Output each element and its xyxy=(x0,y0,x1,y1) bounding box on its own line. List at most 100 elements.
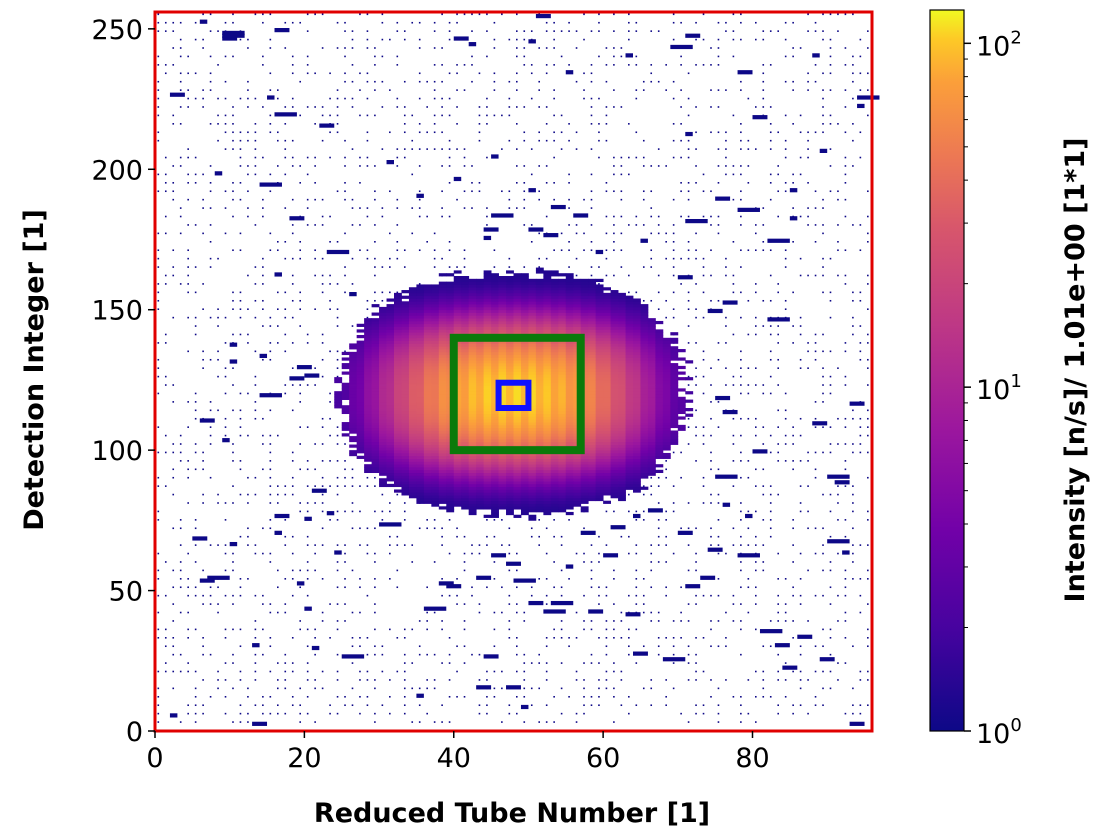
noise-pixel xyxy=(172,586,175,589)
noise-pixel xyxy=(426,106,428,108)
noise-pixel xyxy=(291,578,294,580)
heatmap-cell xyxy=(431,444,440,448)
noise-pixel xyxy=(523,679,526,681)
heatmap-cell xyxy=(498,349,507,353)
noise-pixel xyxy=(755,586,757,589)
noise-pixel xyxy=(359,527,361,530)
heatmap-cell xyxy=(371,424,380,429)
noise-pixel xyxy=(747,299,750,302)
noise-pixel xyxy=(291,409,294,412)
noise-pixel xyxy=(852,123,854,125)
noise-pixel xyxy=(650,215,653,218)
noise-pixel xyxy=(187,173,189,176)
noise-pixel xyxy=(508,594,511,597)
noise-pixel xyxy=(359,670,361,673)
heatmap-cell xyxy=(438,410,447,415)
noise-pixel xyxy=(269,325,272,327)
noise-pixel xyxy=(747,367,750,369)
noise-pixel xyxy=(157,552,160,555)
noise-pixel xyxy=(448,182,451,184)
heatmap-cell xyxy=(483,436,492,440)
noise-pixel xyxy=(538,257,541,260)
heatmap-cell xyxy=(386,405,395,409)
heatmap-cell xyxy=(476,427,485,431)
noise-pixel xyxy=(426,628,428,631)
noise-pixel xyxy=(717,519,720,521)
noise-pixel xyxy=(516,55,518,58)
noise-pixel xyxy=(613,190,615,193)
heatmap-cell xyxy=(446,290,455,294)
noise-pixel xyxy=(799,645,802,648)
noise-pixel xyxy=(762,485,765,487)
heatmap-cell xyxy=(438,506,447,510)
heatmap-cell xyxy=(356,329,365,333)
noise-pixel xyxy=(732,38,735,41)
noise-pixel xyxy=(799,704,802,707)
heatmap-cell xyxy=(379,343,387,347)
noise-pixel xyxy=(217,308,219,311)
heatmap-cell xyxy=(431,377,440,381)
heatmap-cell xyxy=(468,320,477,325)
noise-pixel xyxy=(433,64,436,66)
noise-pixel xyxy=(441,165,443,167)
heatmap-cell xyxy=(341,408,350,412)
noise-pixel xyxy=(381,519,384,521)
heatmap-cell xyxy=(550,332,559,336)
noise-dash xyxy=(349,292,357,297)
heatmap-cell xyxy=(543,295,552,299)
noise-pixel xyxy=(837,493,839,496)
heatmap-cell xyxy=(498,388,507,392)
noise-pixel xyxy=(478,13,481,16)
noise-pixel xyxy=(187,257,189,260)
heatmap-cell xyxy=(498,281,507,285)
heatmap-cell xyxy=(520,455,529,459)
noise-pixel xyxy=(777,367,780,369)
heatmap-cell xyxy=(453,458,462,462)
heatmap-cell xyxy=(476,368,485,372)
noise-pixel xyxy=(277,165,279,167)
noise-pixel xyxy=(695,653,697,656)
heatmap-cell xyxy=(423,455,432,459)
noise-pixel xyxy=(359,544,361,546)
noise-pixel xyxy=(291,552,294,555)
heatmap-cell xyxy=(550,506,559,510)
heatmap-cell xyxy=(528,416,537,420)
noise-pixel xyxy=(762,468,765,471)
noise-pixel xyxy=(366,552,369,555)
noise-pixel xyxy=(598,266,600,268)
noise-pixel xyxy=(471,586,473,589)
heatmap-cell xyxy=(513,278,522,283)
noise-pixel xyxy=(635,603,638,605)
noise-dash xyxy=(857,95,880,100)
heatmap-cell xyxy=(498,464,507,468)
noise-pixel xyxy=(769,173,772,176)
heatmap-cell xyxy=(491,304,499,308)
heatmap-cell xyxy=(491,399,499,403)
noise-pixel xyxy=(351,106,354,108)
heatmap-cell xyxy=(394,441,402,445)
heatmap-cell xyxy=(431,483,440,488)
heatmap-cell xyxy=(506,475,514,479)
noise-pixel xyxy=(403,148,406,150)
noise-pixel xyxy=(807,13,809,16)
heatmap-cell xyxy=(394,320,402,325)
heatmap-cell xyxy=(431,349,440,353)
heatmap-cell xyxy=(341,393,350,398)
heatmap-cell xyxy=(394,332,402,336)
heatmap-cell xyxy=(520,393,529,398)
heatmap-cell xyxy=(423,472,432,476)
noise-pixel xyxy=(493,628,496,631)
heatmap-cell xyxy=(506,402,514,406)
noise-pixel xyxy=(321,342,324,344)
heatmap-cell xyxy=(379,464,387,468)
noise-pixel xyxy=(867,240,869,243)
heatmap-cell xyxy=(461,497,470,502)
noise-pixel xyxy=(478,190,481,193)
noise-pixel xyxy=(687,721,690,723)
heatmap-cell xyxy=(416,461,425,465)
noise-pixel xyxy=(418,72,421,75)
noise-pixel xyxy=(202,38,204,41)
noise-pixel xyxy=(463,569,466,572)
noise-pixel xyxy=(463,620,466,622)
noise-dash xyxy=(222,30,245,36)
